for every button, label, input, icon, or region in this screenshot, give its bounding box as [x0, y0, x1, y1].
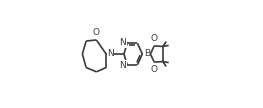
Text: O: O — [93, 28, 100, 37]
Text: N: N — [107, 49, 114, 59]
Text: O: O — [151, 65, 158, 74]
Text: N: N — [120, 38, 126, 47]
Text: O: O — [151, 34, 158, 43]
Text: B: B — [144, 49, 150, 59]
Text: N: N — [120, 61, 126, 70]
